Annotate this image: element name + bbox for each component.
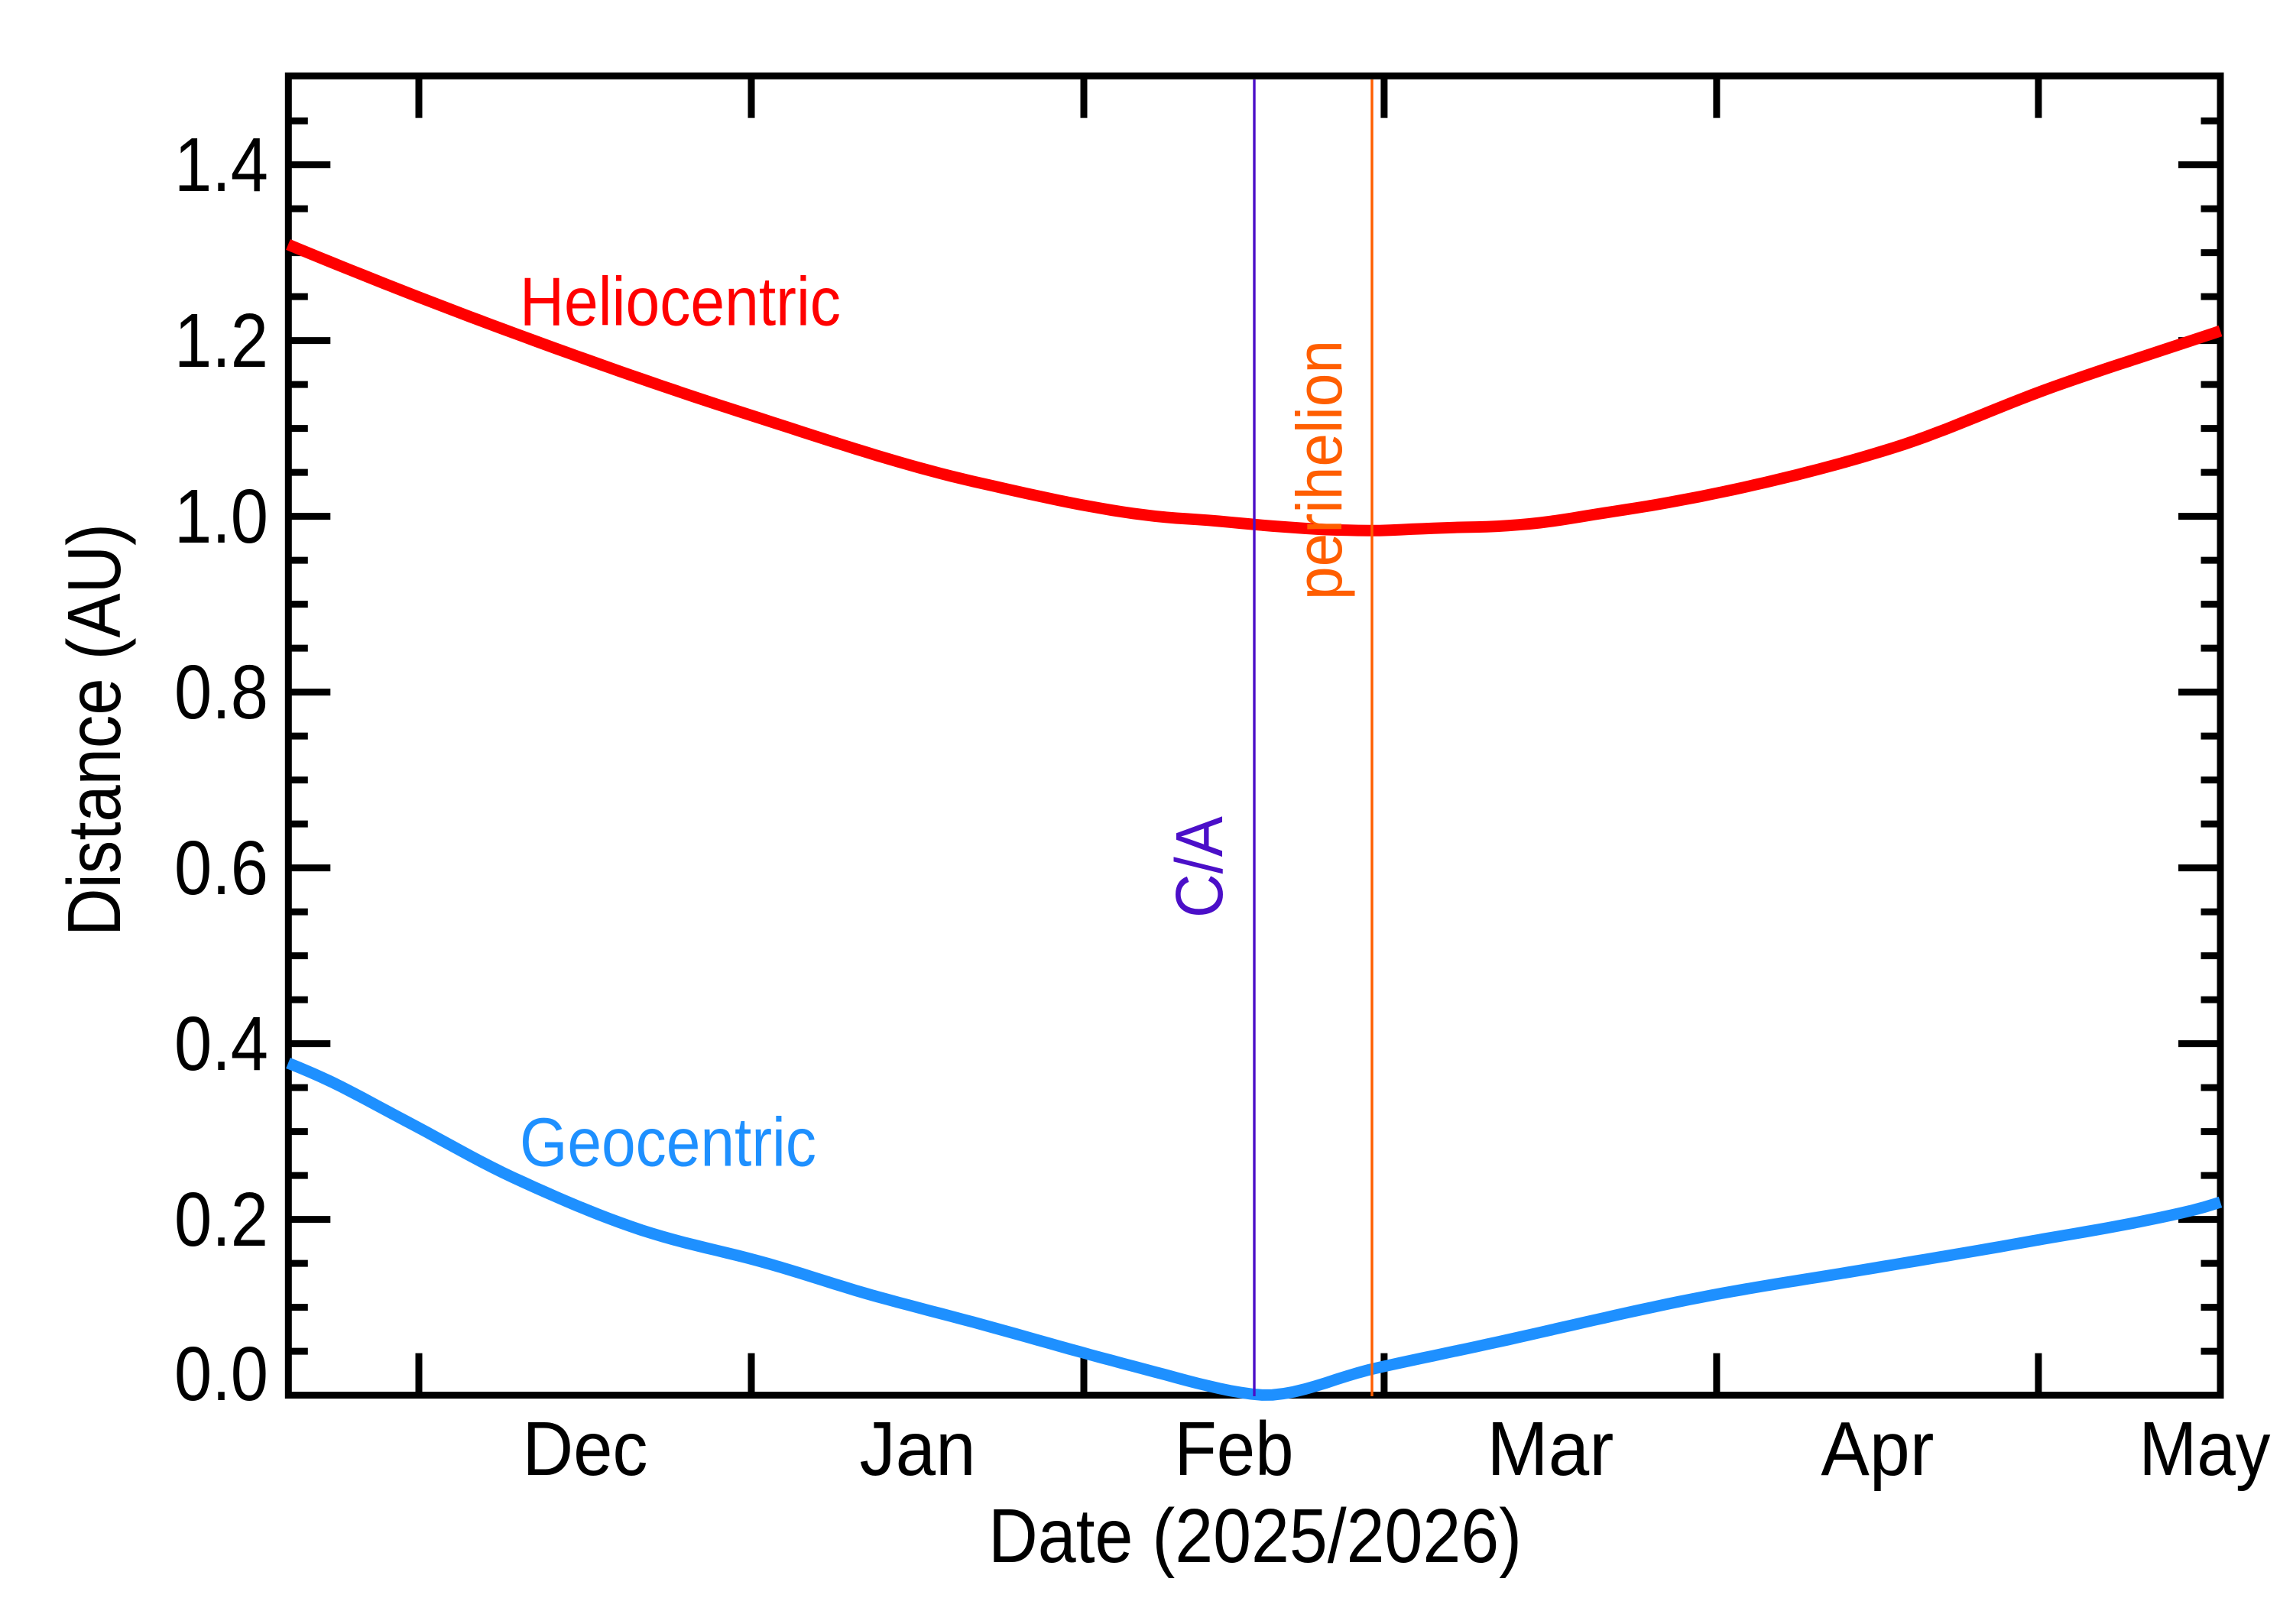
svg-text:Distance (AU): Distance (AU) bbox=[52, 524, 136, 936]
svg-text:1.2: 1.2 bbox=[174, 298, 268, 384]
svg-text:C/A: C/A bbox=[1163, 816, 1237, 918]
svg-text:0.2: 0.2 bbox=[174, 1177, 268, 1263]
svg-text:0.4: 0.4 bbox=[174, 1001, 268, 1087]
svg-text:May: May bbox=[2139, 1406, 2270, 1492]
svg-text:Jan: Jan bbox=[860, 1406, 976, 1492]
svg-text:1.0: 1.0 bbox=[174, 474, 268, 559]
svg-text:perihelion: perihelion bbox=[1283, 340, 1355, 600]
svg-text:Heliocentric: Heliocentric bbox=[520, 264, 841, 341]
svg-text:Apr: Apr bbox=[1821, 1406, 1934, 1492]
svg-text:0.6: 0.6 bbox=[174, 825, 268, 911]
svg-text:0.0: 0.0 bbox=[174, 1331, 268, 1417]
svg-text:Feb: Feb bbox=[1175, 1406, 1294, 1492]
svg-text:Date (2025/2026): Date (2025/2026) bbox=[988, 1493, 1522, 1579]
svg-text:0.8: 0.8 bbox=[174, 650, 268, 735]
svg-text:Mar: Mar bbox=[1487, 1406, 1614, 1492]
svg-text:Geocentric: Geocentric bbox=[520, 1105, 816, 1182]
svg-text:1.4: 1.4 bbox=[174, 122, 268, 208]
svg-text:Dec: Dec bbox=[523, 1406, 648, 1492]
